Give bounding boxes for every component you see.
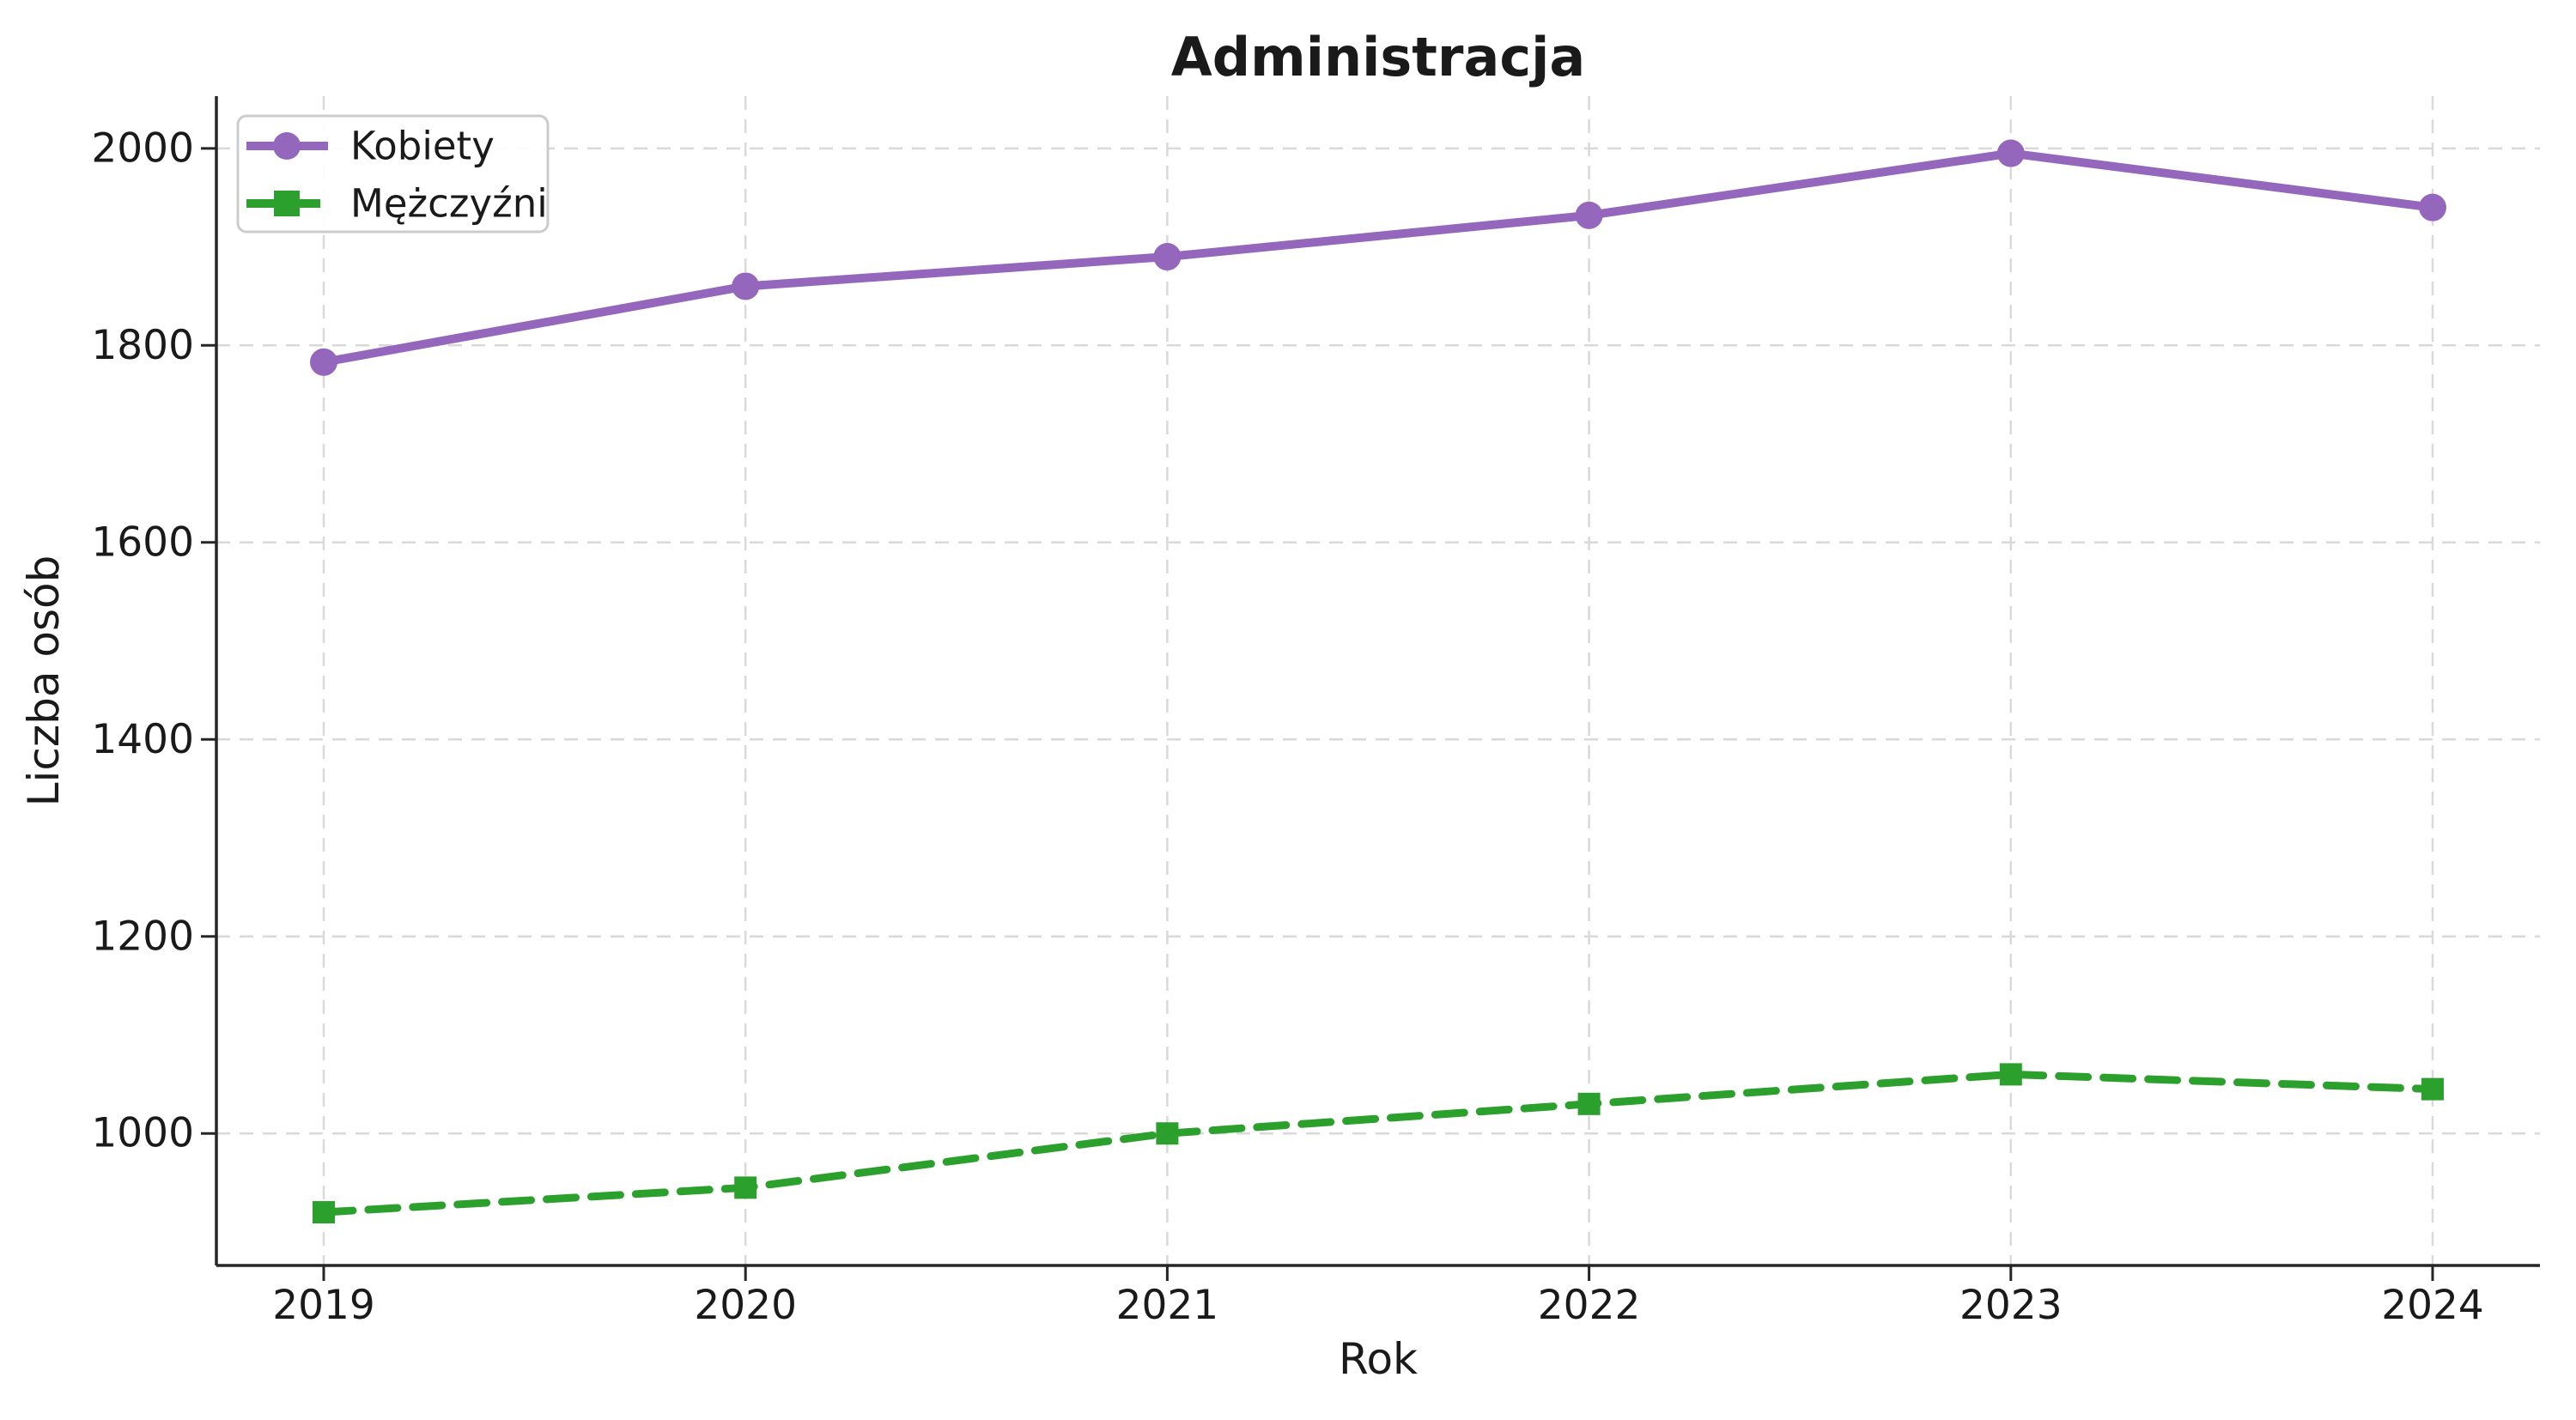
data-point-circle	[732, 272, 760, 300]
data-point-circle	[1575, 201, 1603, 229]
x-tick-label: 2021	[1116, 1282, 1219, 1329]
legend-label-kobiety: Kobiety	[350, 124, 495, 169]
x-tick-label: 2020	[694, 1282, 797, 1329]
x-tick-label: 2019	[272, 1282, 375, 1329]
legend-item-kobiety: Kobiety	[246, 124, 495, 169]
y-tick-label: 1200	[91, 913, 194, 960]
chart-title: Administracja	[1171, 26, 1585, 88]
y-tick-label: 1000	[91, 1110, 194, 1157]
data-point-square	[734, 1176, 757, 1199]
legend-marker-square-icon	[274, 191, 300, 216]
gridlines-layer	[216, 96, 2540, 1265]
legend-item-mezczyzni: Mężczyźni	[246, 181, 548, 227]
data-point-square	[1999, 1063, 2022, 1086]
y-axis-label: Liczba osób	[19, 555, 69, 807]
y-tick-label: 2000	[91, 124, 194, 172]
data-point-square	[313, 1201, 335, 1224]
y-tick-label: 1600	[91, 519, 194, 566]
series-line-mężczyźni	[319, 1070, 2437, 1217]
data-point-circle	[1996, 139, 2025, 167]
x-axis-label: Rok	[1339, 1334, 1418, 1384]
y-tick-label: 1800	[91, 322, 194, 369]
x-tick-label: 2024	[2381, 1282, 2484, 1329]
series-line-kobiety	[319, 149, 2437, 367]
data-point-circle	[310, 348, 337, 376]
legend-marker-circle-icon	[273, 132, 301, 160]
x-tick-label: 2023	[1959, 1282, 2063, 1329]
data-point-square	[1156, 1122, 1179, 1145]
data-point-square	[2421, 1077, 2444, 1101]
spines-layer	[215, 96, 2540, 1267]
series-layer	[310, 139, 2446, 1224]
legend: Kobiety Mężczyźni	[236, 114, 550, 234]
y-tick-label: 1400	[91, 716, 194, 763]
data-point-square	[1577, 1092, 1601, 1115]
legend-label-mezczyzni: Mężczyźni	[350, 181, 548, 227]
data-point-circle	[1153, 243, 1182, 271]
ticks-layer: 1000 1200 1400 1600 1800 2000 2019 2020 2021 2022…	[91, 124, 2483, 1329]
data-point-circle	[2419, 193, 2446, 221]
x-tick-label: 2022	[1538, 1282, 1641, 1329]
